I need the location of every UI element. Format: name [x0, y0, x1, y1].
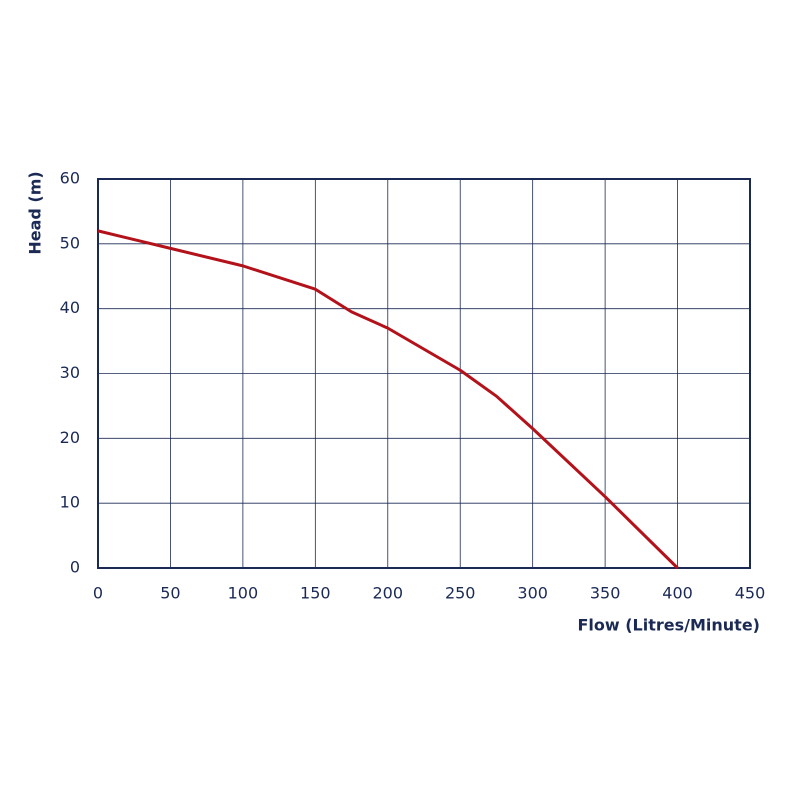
x-tick-label: 450 — [735, 584, 766, 603]
x-tick-label: 300 — [517, 584, 548, 603]
x-tick-label: 50 — [160, 584, 180, 603]
x-tick-label: 100 — [228, 584, 259, 603]
data-line — [97, 229, 679, 570]
y-tick-label: 20 — [60, 428, 80, 447]
y-tick-label: 30 — [60, 363, 80, 382]
y-tick-label: 60 — [60, 169, 80, 188]
y-tick-label: 0 — [70, 558, 80, 577]
x-tick-label: 250 — [445, 584, 476, 603]
x-tick-label: 200 — [373, 584, 404, 603]
x-tick-label: 150 — [300, 584, 331, 603]
plot-frame — [97, 178, 751, 569]
y-tick-label: 50 — [60, 233, 80, 252]
x-axis-title: Flow (Litres/Minute) — [577, 616, 760, 635]
x-tick-label: 350 — [590, 584, 621, 603]
x-tick-label: 0 — [93, 584, 103, 603]
x-tick-label: 400 — [662, 584, 693, 603]
y-tick-label: 40 — [60, 298, 80, 317]
y-axis-title: Head (m) — [26, 171, 45, 254]
y-tick-label: 10 — [60, 493, 80, 512]
